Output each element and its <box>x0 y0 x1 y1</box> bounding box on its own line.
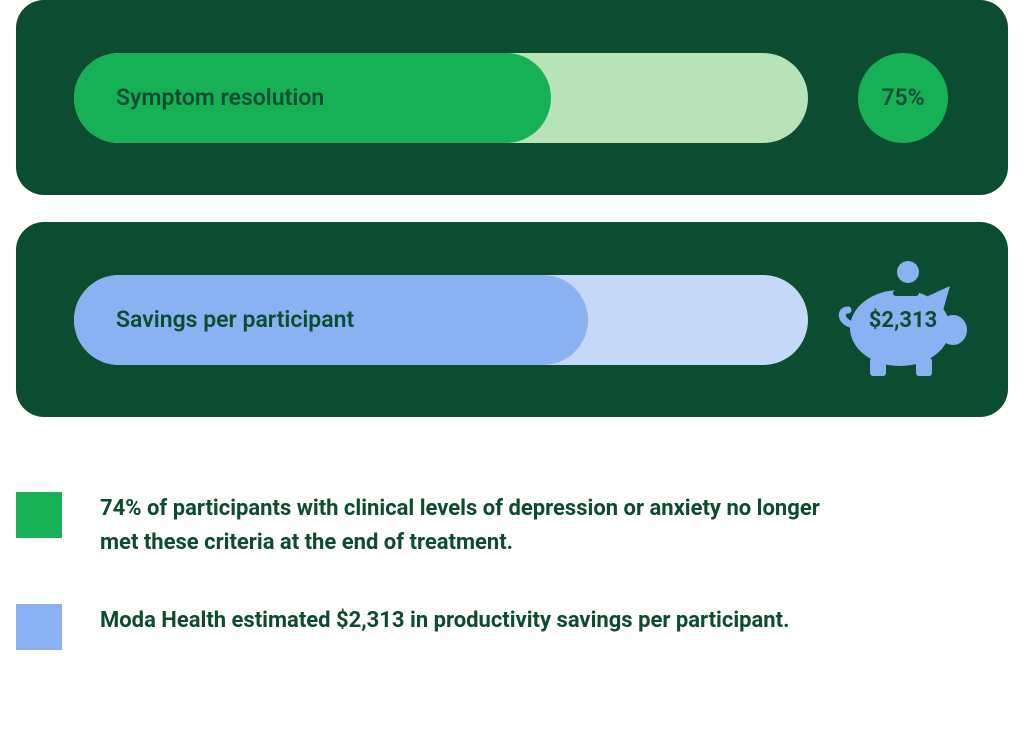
progress-fill-savings: Savings per participant <box>74 275 588 365</box>
legend: 74% of participants with clinical levels… <box>16 492 1008 650</box>
value-circle-symptom: 75% <box>858 53 948 143</box>
value-box-symptom: 75% <box>838 53 968 143</box>
progress-track-symptom: Symptom resolution <box>74 53 808 143</box>
metric-card-savings: Savings per participant $2,31 <box>16 222 1008 417</box>
legend-swatch-blue <box>16 604 62 650</box>
value-box-savings: $2,313 <box>838 260 968 380</box>
progress-fill-symptom: Symptom resolution <box>74 53 551 143</box>
value-text-symptom: 75% <box>881 84 924 111</box>
progress-track-savings: Savings per participant <box>74 275 808 365</box>
legend-text-savings: Moda Health estimated $2,313 in producti… <box>100 604 789 638</box>
piggy-bank-icon: $2,313 <box>838 260 968 380</box>
value-text-savings: $2,313 <box>838 308 968 333</box>
metric-card-symptom: Symptom resolution 75% <box>16 0 1008 195</box>
legend-swatch-green <box>16 492 62 538</box>
legend-text-symptom: 74% of participants with clinical levels… <box>100 492 860 560</box>
legend-row-symptom: 74% of participants with clinical levels… <box>16 492 1008 560</box>
progress-label-savings: Savings per participant <box>74 306 354 333</box>
legend-row-savings: Moda Health estimated $2,313 in producti… <box>16 604 1008 650</box>
progress-label-symptom: Symptom resolution <box>74 84 324 111</box>
